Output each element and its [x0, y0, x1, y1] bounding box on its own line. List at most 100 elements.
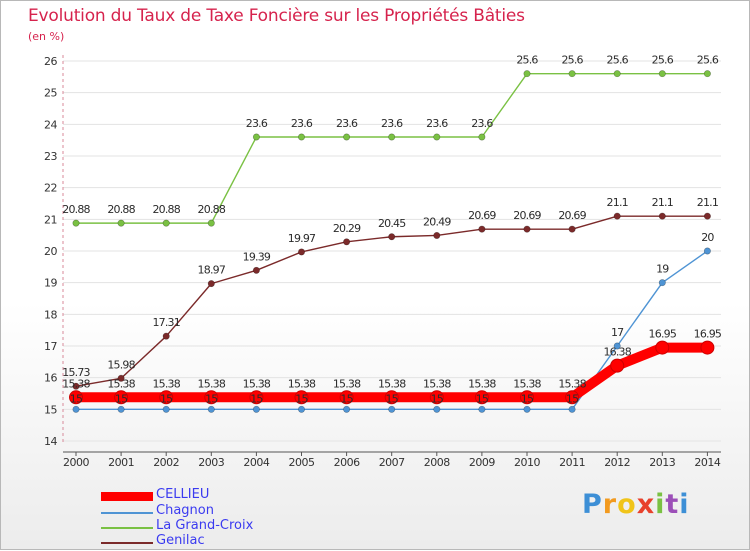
- data-point: [703, 212, 711, 220]
- x-tick-label: 2013: [649, 456, 675, 469]
- legend-swatch: [101, 492, 153, 501]
- logo-letter: t: [665, 489, 680, 520]
- data-label: 15.73: [62, 366, 90, 379]
- data-point: [388, 405, 396, 413]
- data-label: 15.38: [378, 377, 406, 390]
- y-tick-label: 14: [44, 435, 57, 448]
- data-label: 19.97: [288, 232, 316, 245]
- legend-swatch: [101, 512, 153, 514]
- y-tick-label: 23: [44, 150, 57, 163]
- data-label: 20.49: [423, 215, 451, 228]
- data-point: [252, 405, 260, 413]
- data-label: 20.88: [62, 203, 90, 216]
- data-point: [523, 70, 531, 78]
- data-point: [162, 219, 170, 227]
- data-point: [162, 332, 170, 340]
- data-point: [610, 358, 625, 373]
- data-label: 15: [115, 392, 128, 405]
- legend-label: CELLIEU: [156, 487, 210, 502]
- data-label: 25.6: [561, 54, 583, 67]
- data-label: 16.38: [603, 346, 631, 359]
- data-point: [478, 225, 486, 233]
- data-point: [249, 390, 264, 405]
- x-tick-label: 2014: [694, 456, 720, 469]
- logo-letter: r: [602, 489, 618, 520]
- legend-label: La Grand-Croix: [156, 518, 254, 533]
- x-tick-label: 2000: [63, 456, 89, 469]
- data-label: 15.38: [558, 377, 586, 390]
- data-label: 15: [566, 392, 579, 405]
- data-point: [568, 70, 576, 78]
- x-tick-label: 2009: [469, 456, 495, 469]
- x-tick-label: 2012: [604, 456, 630, 469]
- data-point: [252, 133, 260, 141]
- data-label: 21.1: [697, 196, 718, 209]
- data-label: 15: [340, 392, 353, 405]
- data-label: 23.6: [381, 117, 403, 130]
- data-label: 15.38: [333, 377, 361, 390]
- unit-label: (en %): [28, 30, 65, 43]
- data-point: [339, 390, 354, 405]
- data-point: [343, 133, 351, 141]
- y-tick-label: 24: [44, 118, 57, 131]
- data-point: [613, 212, 621, 220]
- data-label: 15: [70, 392, 83, 405]
- data-label: 25.6: [516, 54, 538, 67]
- data-point: [703, 70, 711, 78]
- data-label: 23.6: [471, 117, 493, 130]
- data-point: [658, 212, 666, 220]
- x-tick-label: 2007: [379, 456, 405, 469]
- data-point: [343, 405, 351, 413]
- data-label: 15.38: [468, 377, 496, 390]
- data-point: [159, 390, 174, 405]
- y-tick-label: 17: [44, 340, 57, 353]
- data-point: [207, 280, 215, 288]
- data-label: 15: [385, 392, 398, 405]
- data-point: [613, 70, 621, 78]
- x-tick-label: 2002: [153, 456, 179, 469]
- y-tick-label: 25: [44, 87, 57, 100]
- data-point: [429, 390, 444, 405]
- data-point: [568, 405, 576, 413]
- data-label: 25.6: [607, 54, 629, 67]
- data-label: 20.29: [333, 222, 361, 235]
- data-point: [297, 405, 305, 413]
- y-tick-label: 22: [44, 182, 57, 195]
- data-label: 15: [431, 392, 444, 405]
- y-tick-label: 26: [44, 55, 57, 68]
- data-point: [294, 390, 309, 405]
- data-label: 21.1: [607, 196, 628, 209]
- data-label: 23.6: [246, 117, 268, 130]
- data-point: [72, 405, 80, 413]
- data-point: [433, 405, 441, 413]
- data-label: 15: [295, 392, 308, 405]
- data-label: 15.38: [243, 377, 271, 390]
- data-label: 15.38: [198, 377, 226, 390]
- legend-label: Chagnon: [156, 503, 214, 518]
- data-label: 21.1: [652, 196, 673, 209]
- y-tick-label: 20: [44, 245, 57, 258]
- x-tick-label: 2004: [243, 456, 269, 469]
- data-label: 20.69: [468, 209, 496, 222]
- data-label: 19.39: [243, 250, 271, 263]
- data-label: 15.38: [62, 377, 90, 390]
- data-point: [478, 133, 486, 141]
- data-label: 15.38: [107, 377, 135, 390]
- data-label: 15: [476, 392, 489, 405]
- data-point: [162, 405, 170, 413]
- data-point: [72, 382, 80, 390]
- y-tick-label: 19: [44, 277, 57, 290]
- x-tick-label: 2001: [108, 456, 134, 469]
- data-label: 23.6: [336, 117, 358, 130]
- data-point: [388, 133, 396, 141]
- legend-label: Genilac: [156, 533, 205, 548]
- logo-letter: o: [617, 489, 637, 520]
- data-label: 23.6: [291, 117, 313, 130]
- data-label: 15: [160, 392, 173, 405]
- data-label: 18.97: [198, 264, 226, 277]
- data-point: [655, 340, 670, 355]
- data-point: [117, 219, 125, 227]
- data-label: 15.38: [423, 377, 451, 390]
- data-point: [523, 225, 531, 233]
